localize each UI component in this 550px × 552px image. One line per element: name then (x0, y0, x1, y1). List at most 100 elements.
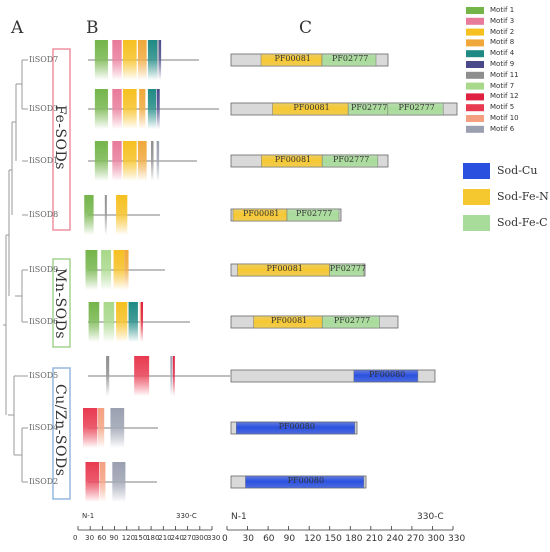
axis-b-tick-label: 270 (182, 534, 196, 542)
legend-swatch-motif-8 (466, 39, 484, 47)
legend-label-sod-cu: Sod-Cu (497, 164, 538, 177)
gene-label-iisod5: IiSOD5 (29, 371, 59, 380)
motif-block-motif-8 (137, 40, 147, 80)
domain-sod-fe-c (387, 102, 444, 116)
axis-b-tick-label: 0 (73, 534, 78, 542)
domain-label-pf00080: PF00080 (287, 476, 325, 485)
domain-label-pf02777: PF02777 (350, 103, 388, 112)
motif-block-motif-6 (110, 408, 125, 448)
domain-sod-cu (245, 475, 365, 489)
axis-c-tick-label: 300 (427, 534, 445, 544)
domain-sod-fe-c (321, 315, 380, 329)
axis-b-tick-label: 120 (121, 534, 136, 542)
legend-swatch-motif-3 (466, 17, 484, 25)
legend-label-sod-fe-n: Sod-Fe-N (497, 190, 549, 203)
domain-label-pf02777: PF02777 (333, 316, 371, 325)
motif-block-motif-11 (151, 141, 154, 181)
legend-swatch-motif-4 (466, 50, 484, 58)
axis-b-tick-label: 210 (158, 534, 172, 542)
domain-label-pf00081: PF00081 (274, 155, 312, 164)
motif-block-motif-1 (94, 89, 108, 129)
scale-axes (77, 526, 454, 531)
motif-block-motif-7 (103, 302, 115, 342)
motif-block-motif-2 (116, 195, 128, 235)
legend-swatches (463, 7, 490, 231)
motif-block-motif-4 (128, 302, 138, 342)
legend-label-motif-2: Motif 2 (490, 27, 515, 36)
legend-label-motif-4: Motif 4 (490, 49, 515, 58)
motif-block-motif-4 (147, 89, 156, 129)
domain-label-pf00081: PF00081 (274, 54, 311, 63)
legend-label-motif-6: Motif 6 (490, 124, 515, 133)
axis-c-c-label: 330-C (417, 512, 444, 522)
domain-label-pf00081: PF00081 (270, 316, 308, 325)
motif-block-motif-6 (170, 356, 173, 396)
legend-label-motif-1: Motif 1 (490, 6, 515, 14)
panel-label-c: C (299, 18, 313, 38)
legend-label-sod-fe-c: Sod-Fe-C (497, 216, 548, 229)
group-box-fe-sods (52, 48, 71, 231)
domain-label-pf00081: PF00081 (243, 209, 280, 218)
axis-c-tick-label: 120 (304, 534, 322, 544)
panel-label-b: B (86, 18, 99, 38)
legend-swatch-sod-fe-n (463, 189, 490, 205)
domain-sod-cu (353, 369, 419, 383)
legend-label-motif-10: Motif 10 (490, 114, 519, 122)
motif-block-motif-2 (116, 302, 128, 342)
gene-label-iisod6: IiSOD6 (29, 317, 59, 326)
axis-c-tick-label: 330 (448, 534, 466, 544)
domain-label-pf00080: PF00080 (368, 370, 406, 379)
gene-label-iisod4: IiSOD4 (29, 423, 59, 432)
legend-swatch-motif-6 (466, 125, 484, 133)
motif-block-motif-10 (99, 462, 106, 502)
group-label-mn-sods: Mn-SODs (52, 268, 68, 340)
legend-swatch-motif-2 (466, 28, 484, 36)
motif-block-motif-6 (112, 462, 126, 502)
motif-block-motif-1 (88, 302, 100, 342)
motif-block-motif-10 (139, 302, 142, 342)
domain-label-pf02777: PF02777 (332, 54, 369, 63)
motif-block-motif-8 (137, 141, 147, 181)
axis-c-tick-label: 60 (263, 534, 275, 544)
legend-swatch-motif-12 (466, 93, 484, 101)
legend-swatch-motif-9 (466, 61, 484, 68)
axis-c-tick-label: 150 (324, 534, 342, 544)
motif-block-motif-4 (147, 40, 158, 80)
axis-c-tick-label: 210 (365, 534, 383, 544)
axis-c-tick-label: 90 (283, 534, 296, 544)
domain-sod-cu (236, 421, 356, 435)
motif-block-motif-3 (112, 89, 122, 129)
axis-b-tick-label: 90 (109, 534, 119, 542)
motif-block-motif-2 (113, 250, 125, 290)
legend-label-motif-12: Motif 12 (490, 92, 519, 101)
legend-label-motif-5: Motif 5 (490, 103, 515, 112)
gene-label-iisod9: IiSOD9 (29, 265, 59, 274)
domain-label-pf02777: PF02777 (398, 103, 435, 112)
legend-label-motif-3: Motif 3 (490, 16, 515, 25)
axis-b-tick-label: 60 (97, 534, 107, 542)
axis-b-tick-label: 150 (133, 534, 148, 542)
domain-sod-fe-c (321, 53, 377, 67)
legend-swatch-sod-cu (463, 163, 490, 179)
axis-b-tick-label: 180 (146, 534, 160, 542)
domain-label-pf00080: PF00080 (278, 422, 315, 431)
legend-label-motif-7: Motif 7 (490, 81, 515, 90)
motif-block-motif-6 (157, 40, 160, 80)
legend-label-motif-8: Motif 8 (490, 38, 515, 47)
motif-block-motif-9 (156, 89, 160, 129)
motif-block-motif-5 (82, 408, 98, 448)
axis-b-tick-label: 330 (207, 534, 221, 542)
motif-block-motif-11 (106, 356, 110, 396)
motif-block-motif-1 (85, 250, 98, 290)
motif-block-motif-3 (112, 40, 122, 80)
motif-block-motif-8 (124, 250, 129, 290)
axis-c-n-label: N-1 (231, 512, 247, 522)
domain-label-pf00081: PF00081 (266, 264, 303, 273)
panel-label-a: A (11, 18, 24, 38)
motif-block-motif-9 (159, 40, 162, 80)
domain-label-pf00081: PF00081 (293, 103, 330, 112)
axis-b-c-label: 330-C (176, 512, 197, 520)
axis-b-tick-label: 240 (170, 534, 184, 542)
group-label-fe-sods: Fe-SODs (52, 104, 68, 170)
motif-block-motif-8 (139, 89, 146, 129)
